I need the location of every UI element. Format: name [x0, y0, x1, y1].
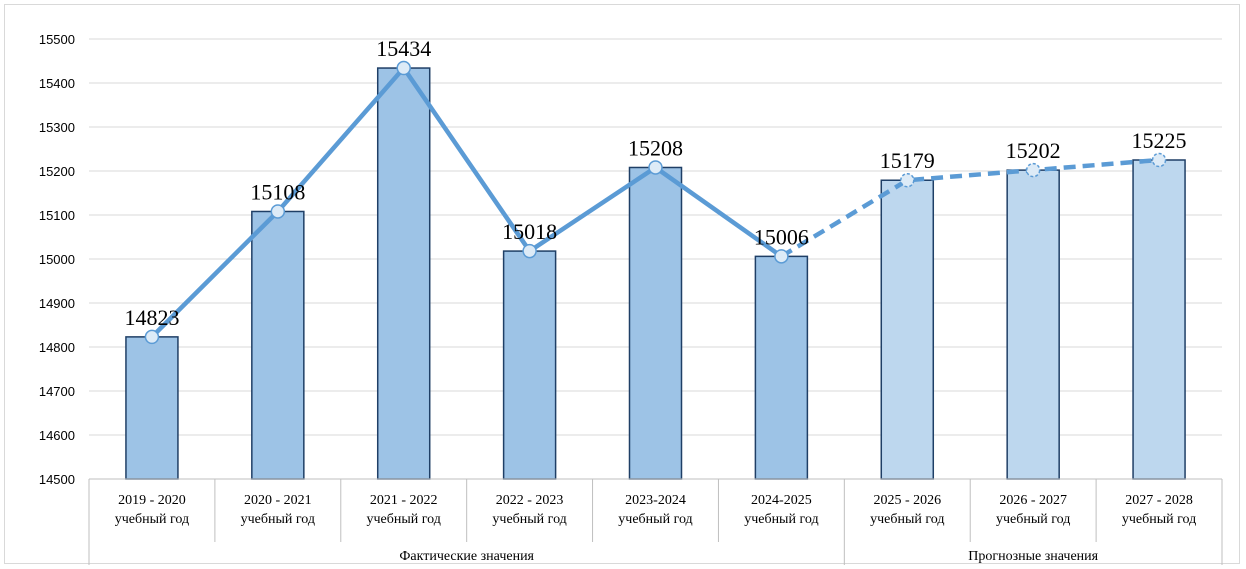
y-tick-label: 14600: [39, 428, 75, 443]
data-label: 15434: [376, 36, 431, 61]
bar: [502, 250, 557, 480]
data-label: 15018: [502, 219, 557, 244]
x-tick-label: учебный год: [367, 512, 441, 527]
bar: [1132, 159, 1186, 480]
x-tick-label: учебный год: [996, 512, 1070, 527]
x-tick-label: учебный год: [115, 512, 189, 527]
chart-svg: 14500 14600 14700 14800 14900 15000 15100 15200…: [39, 32, 1223, 565]
line-marker: [1025, 162, 1041, 178]
x-tick-label: 2027 - 2028: [1125, 493, 1193, 508]
bar: [376, 67, 431, 480]
x-tick-label: 2020 - 2021: [244, 493, 312, 508]
x-tick-label: учебный год: [241, 512, 315, 527]
y-tick-label: 15000: [39, 252, 75, 267]
group-label: Фактические значения: [399, 549, 534, 564]
x-tick-label: 2023-2024: [625, 493, 686, 508]
x-tick-label: учебный год: [492, 512, 566, 527]
x-tick-label: учебный год: [1122, 512, 1196, 527]
bar: [1006, 169, 1060, 480]
y-tick-label: 14700: [39, 384, 75, 399]
data-label: 15202: [1006, 138, 1061, 163]
line-marker: [270, 204, 286, 219]
y-tick-label: 15100: [39, 208, 75, 223]
y-tick-label: 15400: [39, 76, 75, 91]
data-label: 15179: [880, 148, 935, 173]
series-line-forecast: [780, 157, 1160, 259]
line-marker: [522, 243, 537, 259]
x-tick-label: 2022 - 2023: [496, 493, 564, 508]
y-tick-label: 15500: [39, 32, 75, 47]
x-tick-label: 2026 - 2027: [999, 493, 1067, 508]
y-tick-label: 14900: [39, 296, 75, 311]
line-marker: [1151, 152, 1167, 168]
bar: [251, 210, 305, 480]
chart-frame: 14500 14600 14700 14800 14900 15000 15100 15200…: [4, 4, 1240, 565]
line-marker: [144, 329, 160, 345]
x-tick-label: учебный год: [744, 512, 818, 527]
y-tick-label: 15200: [39, 164, 75, 179]
data-label: 14823: [124, 305, 179, 330]
bar: [628, 166, 683, 480]
data-label: 15108: [250, 179, 305, 204]
bar: [754, 255, 809, 480]
x-tick-label: 2025 - 2026: [873, 493, 941, 508]
group-label: Прогнозные значения: [968, 549, 1098, 564]
line-marker: [648, 160, 663, 175]
line-marker: [900, 172, 915, 188]
x-tick-label: 2019 - 2020: [118, 493, 186, 508]
data-label: 15006: [754, 224, 809, 249]
y-tick-label: 15300: [39, 120, 75, 135]
x-tick-label: 2024-2025: [751, 493, 812, 508]
y-tick-label: 14500: [39, 472, 75, 487]
bar: [880, 179, 935, 480]
y-tick-label: 14800: [39, 340, 75, 355]
x-tick-label: учебный год: [870, 512, 944, 527]
x-tick-label: 2021 - 2022: [370, 493, 438, 508]
bar: [125, 336, 179, 480]
series-line-actual: [149, 65, 784, 340]
line-marker: [396, 60, 411, 76]
data-label: 15208: [628, 135, 683, 160]
x-tick-label: учебный год: [618, 512, 692, 527]
line-marker: [774, 249, 789, 264]
data-label: 15225: [1132, 128, 1187, 153]
